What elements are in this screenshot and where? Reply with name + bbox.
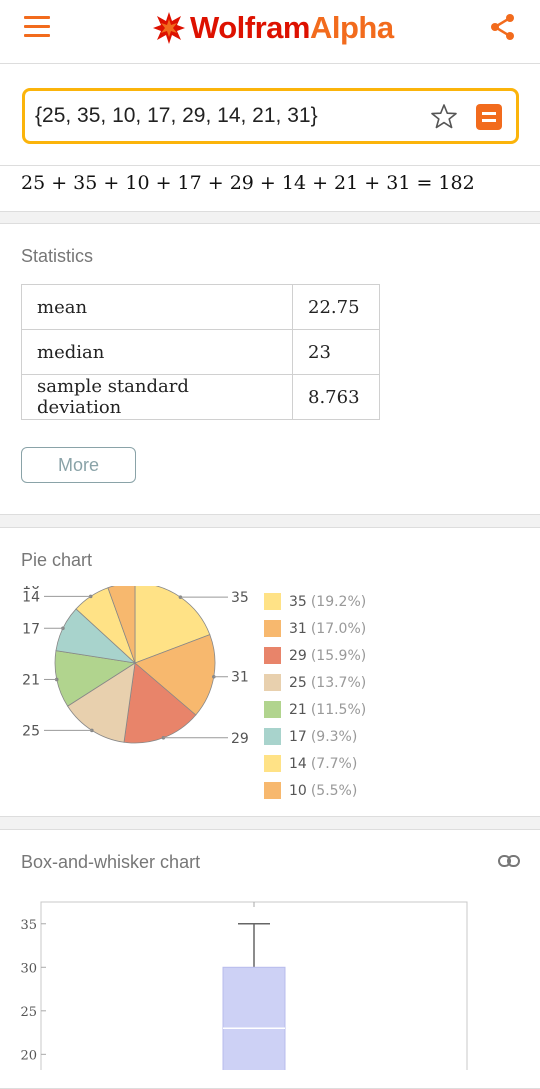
link-icon[interactable] bbox=[498, 854, 520, 868]
pie-slice-label: 14 bbox=[22, 589, 40, 605]
y-tick-label: 20 bbox=[20, 1048, 37, 1063]
statistics-title: Statistics bbox=[21, 246, 94, 266]
legend-percent: (13.7%) bbox=[310, 674, 367, 691]
compute-button[interactable] bbox=[476, 104, 502, 130]
pie-slice-label: 10 bbox=[22, 586, 40, 593]
stat-label: mean bbox=[21, 284, 293, 330]
box-iqr bbox=[222, 966, 286, 1070]
more-button[interactable]: More bbox=[21, 447, 136, 483]
stat-label: median bbox=[21, 329, 293, 375]
legend-percent: (11.5%) bbox=[310, 701, 367, 718]
spikey-logo-icon bbox=[153, 12, 185, 44]
legend-item: 21 (11.5%) bbox=[264, 696, 366, 723]
pie-label-dot bbox=[90, 728, 94, 733]
statistics-table: mean 22.75 median 23 sample standard dev… bbox=[21, 284, 380, 420]
pie-label-dot bbox=[88, 594, 93, 599]
legend-swatch bbox=[264, 782, 281, 799]
legend-label: 31 bbox=[289, 620, 307, 637]
share-icon[interactable] bbox=[490, 13, 516, 41]
app-header: WolframAlpha bbox=[0, 0, 540, 64]
legend-label: 29 bbox=[289, 647, 307, 664]
legend-item: 10 (5.5%) bbox=[264, 777, 366, 804]
statistics-pod: Statistics mean 22.75 median 23 sample s… bbox=[0, 223, 540, 515]
legend-percent: (7.7%) bbox=[310, 755, 358, 772]
legend-item: 14 (7.7%) bbox=[264, 750, 366, 777]
table-row: sample standard deviation 8.763 bbox=[21, 374, 380, 420]
legend-swatch bbox=[264, 728, 281, 745]
legend-item: 25 (13.7%) bbox=[264, 669, 366, 696]
input-panel bbox=[0, 64, 540, 166]
pie-slice-label: 31 bbox=[231, 670, 249, 686]
legend-swatch bbox=[264, 755, 281, 772]
legend-swatch bbox=[264, 674, 281, 691]
y-tick-label: 25 bbox=[20, 1005, 37, 1020]
pie-chart: 35 31 29 25 21 17 1410 bbox=[22, 586, 249, 747]
box-chart: 20 25 30 35 bbox=[20, 901, 468, 1070]
legend-item: 31 (17.0%) bbox=[264, 615, 366, 642]
hamburger-menu-icon[interactable] bbox=[24, 16, 50, 38]
legend-label: 10 bbox=[289, 782, 307, 799]
pie-slice-label: 29 bbox=[231, 731, 249, 747]
sum-result-pod: 25 + 35 + 10 + 17 + 29 + 14 + 21 + 31 = … bbox=[0, 166, 540, 212]
logo-text: WolframAlpha bbox=[190, 10, 394, 45]
search-input[interactable] bbox=[35, 104, 415, 128]
legend-percent: (15.9%) bbox=[310, 647, 367, 664]
legend-percent: (19.2%) bbox=[310, 593, 367, 610]
pie-slice-label: 25 bbox=[22, 723, 40, 739]
pie-slice-label: 17 bbox=[22, 621, 40, 637]
legend-label: 17 bbox=[289, 728, 307, 745]
legend-item: 17 (9.3%) bbox=[264, 723, 366, 750]
table-row: mean 22.75 bbox=[21, 284, 380, 330]
legend-swatch bbox=[264, 701, 281, 718]
y-tick-label: 30 bbox=[20, 961, 37, 976]
legend-label: 21 bbox=[289, 701, 307, 718]
legend-percent: (17.0%) bbox=[310, 620, 367, 637]
stat-value: 8.763 bbox=[292, 374, 380, 420]
star-icon[interactable] bbox=[430, 103, 458, 131]
legend-label: 14 bbox=[289, 755, 307, 772]
y-tick-label: 35 bbox=[20, 918, 37, 933]
legend-percent: (9.3%) bbox=[310, 728, 358, 745]
legend-item: 35 (19.2%) bbox=[264, 588, 366, 615]
search-box[interactable] bbox=[22, 88, 519, 144]
pie-slice-label: 21 bbox=[22, 672, 40, 688]
pie-chart-pod: Pie chart 3531292521171410 35(19.2%)31(1… bbox=[0, 527, 540, 817]
legend-percent: (5.5%) bbox=[310, 782, 358, 799]
legend-label: 25 bbox=[289, 674, 307, 691]
stat-label: sample standard deviation bbox=[21, 374, 293, 420]
wolfram-alpha-logo[interactable]: WolframAlpha bbox=[152, 8, 394, 48]
legend-swatch bbox=[264, 620, 281, 637]
box-chart-pod: Box-and-whisker chart 20 25 30 35 bbox=[0, 829, 540, 1089]
legend-swatch bbox=[264, 593, 281, 610]
sum-result-text: 25 + 35 + 10 + 17 + 29 + 14 + 21 + 31 = … bbox=[21, 172, 475, 194]
stat-value: 23 bbox=[292, 329, 380, 375]
pie-legend: 35 (19.2%) 31 (17.0%) 29 (15.9%) 25 (13.7%) 21 (1… bbox=[264, 588, 366, 804]
pie-chart-title: Pie chart bbox=[21, 550, 93, 570]
pie-slice-label: 35 bbox=[231, 590, 249, 606]
table-row: median 23 bbox=[21, 329, 380, 375]
pie-label-dot bbox=[212, 674, 216, 679]
legend-item: 29 (15.9%) bbox=[264, 642, 366, 669]
legend-swatch bbox=[264, 647, 281, 664]
legend-label: 35 bbox=[289, 593, 307, 610]
box-chart-title: Box-and-whisker chart bbox=[21, 852, 201, 872]
pie-slice bbox=[107, 586, 136, 664]
stat-value: 22.75 bbox=[292, 284, 380, 330]
